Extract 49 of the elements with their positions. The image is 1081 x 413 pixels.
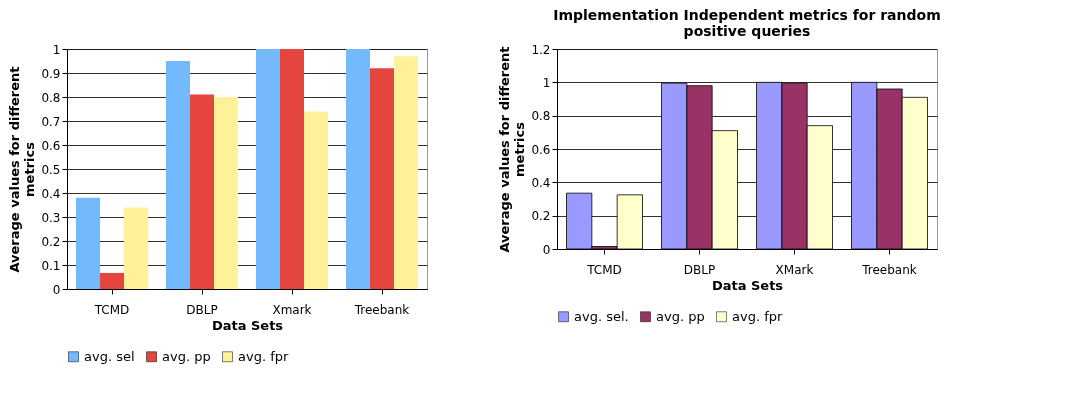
y-tick-label: 1.2 (531, 42, 551, 57)
x-tick-label: TCMD (93, 302, 130, 317)
y-tick-label: 0.6 (531, 142, 551, 157)
bar (370, 68, 394, 289)
y-tick-label: 0.7 (41, 114, 61, 129)
x-tick-label: TCMD (586, 262, 622, 277)
y-tick-label: 0.8 (531, 109, 551, 124)
y-tick-label: 0.4 (41, 186, 61, 201)
y-tick-label: 0.1 (41, 258, 61, 273)
bar (256, 49, 280, 289)
bar (190, 94, 214, 289)
bar (346, 49, 370, 289)
y-tick-label: 0.8 (41, 90, 61, 105)
y-axis-title: Average values for different metrics (497, 46, 528, 253)
legend-label: avg. fpr (238, 348, 289, 364)
x-axis-title: Data Sets (711, 277, 784, 293)
y-tick-label: 1 (542, 75, 551, 90)
y-tick-label: 0.9 (41, 66, 61, 81)
bar (76, 197, 100, 289)
bar (394, 56, 418, 289)
legend-label: avg. pp (656, 308, 705, 324)
y-tick-label: 0.3 (41, 210, 61, 225)
y-tick-label: 0.2 (531, 209, 551, 224)
bar (124, 207, 148, 289)
legend-label: avg. sel. (574, 308, 629, 324)
y-tick-label: 0 (52, 282, 61, 297)
y-tick-label: 1 (52, 42, 61, 57)
y-tick-label: 0 (542, 242, 551, 257)
x-tick-label: Treebank (353, 302, 410, 317)
legend-label: avg. fpr (732, 308, 783, 324)
y-tick-label: 0.4 (531, 175, 551, 190)
y-tick-label: 0.5 (41, 162, 61, 177)
bar (166, 61, 190, 289)
x-tick-label: XMark (775, 262, 814, 277)
x-tick-label: Treebank (861, 262, 917, 277)
bar (100, 272, 124, 289)
chart-title: Implementation Independent metrics for random positive queries (553, 7, 941, 39)
bar (304, 111, 328, 289)
x-axis-title: Data Sets (211, 317, 284, 333)
bar (214, 97, 238, 289)
y-axis-title: Average values for different metrics (7, 66, 38, 273)
legend-label: avg. sel (84, 348, 135, 364)
x-tick-label: DBLP (186, 302, 218, 317)
legend-label: avg. pp (162, 348, 211, 364)
y-tick-label: 0.2 (41, 234, 61, 249)
bar (280, 49, 304, 289)
y-tick-label: 0.6 (41, 138, 61, 153)
x-tick-label: Xmark (272, 302, 312, 317)
x-tick-label: DBLP (683, 262, 716, 277)
